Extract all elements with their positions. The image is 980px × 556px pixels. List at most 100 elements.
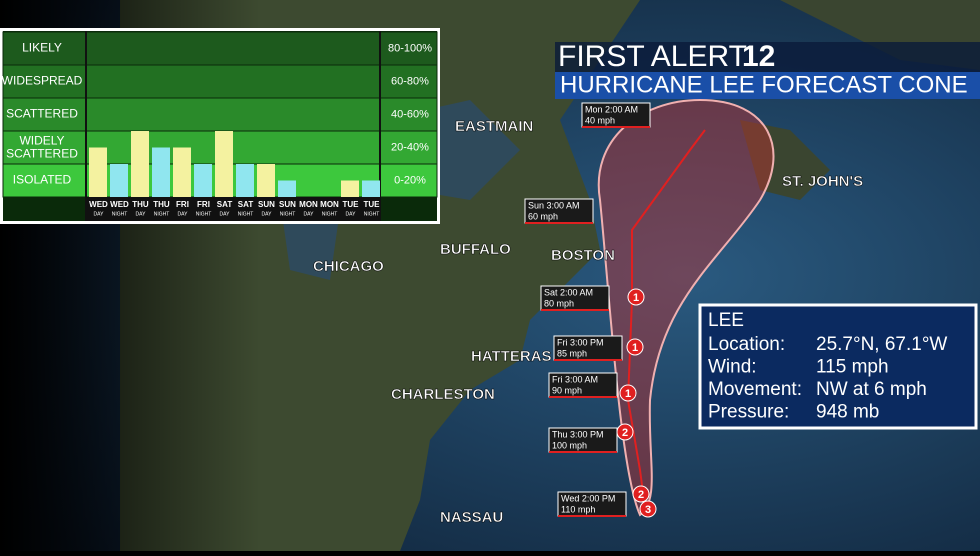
rain-bar: [236, 164, 254, 197]
city-label: NASSAU: [440, 509, 503, 526]
forecast-box: [548, 427, 618, 453]
lakes: [280, 100, 520, 280]
rain-bar: [362, 180, 380, 197]
level-label: WIDELY SCATTERED: [6, 134, 78, 161]
forecast-wind: 85 mph: [557, 348, 587, 358]
period-label: DAY: [220, 211, 231, 217]
track-category: 2: [622, 427, 628, 439]
rain-bar: [257, 164, 275, 197]
rain-bar: [215, 131, 233, 197]
info-value: NW at 6 mph: [816, 379, 927, 400]
forecast-box: [540, 285, 610, 311]
forecast-wind: 40 mph: [585, 115, 615, 125]
forecast-box: [524, 198, 594, 224]
info-label: Movement:: [708, 379, 802, 400]
day-label: WED: [89, 200, 108, 209]
track-category: 1: [633, 292, 639, 304]
forecast-time: Mon 2:00 AM: [585, 104, 638, 114]
track-category: 1: [632, 342, 638, 354]
city-label: ST. JOHN'S: [782, 173, 863, 190]
title: HURRICANE LEE FORECAST CONE: [560, 71, 968, 98]
forecast-wind: 90 mph: [552, 385, 582, 395]
city-label: BUFFALO: [440, 241, 511, 258]
city-label: EASTMAIN: [455, 118, 533, 135]
period-label: DAY: [94, 211, 105, 217]
forecast-box: [548, 372, 618, 398]
level-band: [2, 31, 438, 66]
period-label: DAY: [136, 211, 147, 217]
forecast-box: [557, 491, 627, 517]
forecast-wind: 110 mph: [561, 504, 595, 514]
track-category: 2: [638, 489, 644, 501]
track-marker: [632, 485, 650, 503]
city-label: CHARLESTON: [391, 386, 495, 403]
rain-bar: [131, 131, 149, 197]
track-marker: [639, 500, 657, 518]
day-label: TUE: [364, 200, 381, 209]
city-label: BOSTON: [551, 247, 615, 264]
storm-info: LEE: [698, 303, 978, 430]
forecast-wind: 100 mph: [552, 440, 587, 450]
forecast-wind: 60 mph: [528, 211, 558, 221]
header: FIRST ALERT 12 HURRICANE LEE FORECAST CO…: [555, 40, 980, 99]
level-range: 80-100%: [388, 42, 432, 54]
day-label: SAT: [217, 200, 233, 209]
brand-bar: [555, 42, 980, 72]
forecast-time: Fri 3:00 AM: [552, 374, 598, 384]
period-label: DAY: [178, 211, 189, 217]
brand: FIRST ALERT: [558, 40, 747, 73]
rain-bar: [89, 147, 107, 197]
forecast-time: Sun 3:00 AM: [528, 200, 580, 210]
track-marker: [619, 384, 637, 402]
day-label: FRI: [197, 200, 210, 209]
period-label: NIGHT: [112, 211, 128, 217]
day-label: SUN: [279, 200, 296, 209]
track-category: 1: [625, 388, 631, 400]
info-value: 948 mb: [816, 402, 879, 423]
level-label: WIDESPREAD: [2, 74, 83, 88]
city-label: HATTERAS: [471, 348, 552, 365]
period-label: NIGHT: [238, 211, 254, 217]
forecast-box: [581, 102, 651, 128]
period-label: NIGHT: [280, 211, 296, 217]
level-range: 60-80%: [391, 75, 429, 87]
rain-bar: [194, 164, 212, 197]
level-label: ISOLATED: [13, 173, 72, 187]
period-label: DAY: [304, 211, 315, 217]
level-label-line: SCATTERED: [6, 147, 78, 161]
rain-bar: [173, 147, 191, 197]
forecast-time: Thu 3:00 PM: [552, 429, 604, 439]
forecast-box: [553, 335, 623, 361]
track-marker: [627, 288, 645, 306]
info-value: 25.7°N, 67.1°W: [816, 334, 947, 355]
title-bar: [555, 72, 980, 99]
level-range: 20-40%: [391, 141, 429, 153]
info-value: 115 mph: [816, 357, 889, 378]
track-marker: [626, 338, 644, 356]
channel: 12: [742, 40, 775, 73]
day-label: TUE: [343, 200, 360, 209]
level-range: 40-60%: [391, 108, 429, 120]
rain-bar: [341, 180, 359, 197]
level-label: SCATTERED: [6, 107, 78, 121]
info-label: Wind:: [708, 357, 757, 378]
day-label: SUN: [258, 200, 275, 209]
forecast-time: Sat 2:00 AM: [544, 287, 593, 297]
forecast-wind: 80 mph: [544, 298, 574, 308]
track-marker: [616, 423, 634, 441]
info-box: [698, 303, 978, 430]
level-label: LIKELY: [22, 41, 62, 55]
track-category: 3: [645, 504, 651, 516]
period-label: NIGHT: [196, 211, 212, 217]
period-label: NIGHT: [154, 211, 170, 217]
day-label: THU: [132, 200, 149, 209]
day-label: THU: [153, 200, 170, 209]
info-label: Location:: [708, 334, 785, 355]
day-label: FRI: [176, 200, 189, 209]
day-label: MON: [320, 200, 339, 209]
period-label: NIGHT: [322, 211, 338, 217]
level-range: 0-20%: [394, 174, 426, 186]
rain-chart: LIKELY 80-100% WIDESPREAD 60-80% SCATTERED 40…: [0, 28, 440, 224]
level-band: [2, 97, 438, 132]
